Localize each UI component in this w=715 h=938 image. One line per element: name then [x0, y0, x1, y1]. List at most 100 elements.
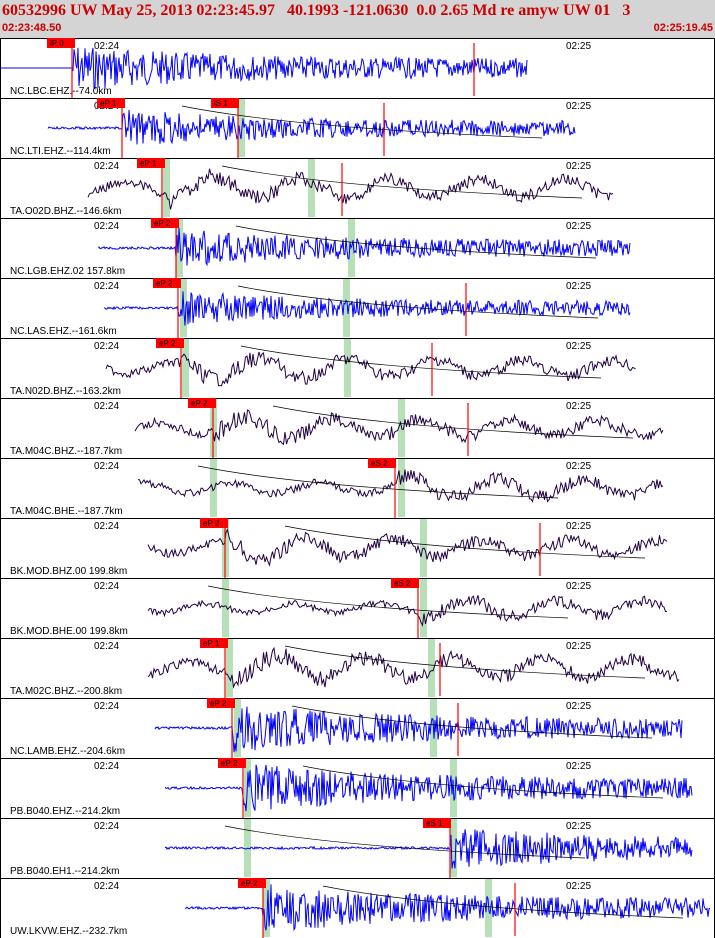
- waveform: [97, 227, 631, 267]
- waveform: [105, 351, 636, 387]
- tick-label-0225: 02:25: [566, 281, 591, 292]
- pick-label-p: eP 2: [210, 699, 227, 708]
- station-label: PB.B040.EHZ.--214.2km: [10, 806, 120, 817]
- station-label: NC.LAS.EHZ.--161.6km: [10, 326, 117, 337]
- tick-label-0225: 02:25: [566, 41, 591, 52]
- tick-label-0224: 02:24: [94, 221, 119, 232]
- tick-label-0224: 02:24: [94, 881, 119, 892]
- station-label: PB.B040.EH1.--214.2km: [10, 866, 120, 877]
- pick-box-p: [47, 38, 75, 48]
- event-title: 60532996 UW May 25, 2013 02:23:45.97 40.…: [2, 2, 631, 19]
- waveform: [87, 168, 614, 210]
- pick-box-p: [137, 158, 165, 168]
- theoretical-curve: [284, 525, 646, 559]
- station-label: TA.N02D.BHZ.--163.2km: [10, 386, 121, 397]
- end-time: 02:25:19.45: [653, 22, 713, 34]
- station-label: UW.LKVW.EHZ.--232.7km: [10, 926, 127, 937]
- trace-panel: 02:24 02:25 eP 2 TA.M04C.BHZ.--187.7km: [0, 398, 715, 459]
- pick-label-s: eS 2: [394, 579, 411, 588]
- start-time: 02:23:48.50: [2, 22, 62, 34]
- trace-panel: 02:24 02:25 eP 1 TA.M02C.BHZ.--200.8km: [0, 638, 715, 699]
- tick-label-0224: 02:24: [94, 401, 119, 412]
- phase-window: [344, 339, 351, 397]
- station-label: TA.M02C.BHZ.--200.8km: [10, 686, 122, 697]
- pick-box-p: [207, 698, 235, 708]
- header-bar: 60532996 UW May 25, 2013 02:23:45.97 40.…: [0, 0, 715, 38]
- tick-label-0224: 02:24: [94, 761, 119, 772]
- phase-window: [210, 459, 217, 517]
- pick-label-s: eS 2: [371, 459, 388, 468]
- station-label: TA.M04C.BHE.--187.7km: [10, 506, 123, 517]
- tick-label-0224: 02:24: [94, 581, 119, 592]
- pick-box-p: [153, 278, 181, 288]
- theoretical-curve: [322, 885, 684, 919]
- trace-panel: 02:24 02:25 eP 2 NC.LAMB.EHZ.--204.6km: [0, 698, 715, 759]
- pick-box-p: [218, 758, 246, 768]
- station-label: BK.MOD.BHZ.00 199.8km: [10, 566, 127, 577]
- theoretical-curve: [291, 705, 653, 739]
- tick-label-0224: 02:24: [94, 341, 119, 352]
- waveform: [103, 291, 631, 326]
- trace-panel: 02:24 02:25 iP 0 NC.LBC.EHZ.--74.0km: [0, 38, 715, 99]
- station-label: TA.O02D.BHZ.--146.6km: [10, 206, 122, 217]
- trace-panel: 02:24 02:25 eP 2 NC.LGB.EHZ.02 157.8km: [0, 218, 715, 279]
- waveform: [147, 646, 680, 689]
- tick-label-0224: 02:24: [94, 41, 119, 52]
- waveform: [154, 706, 683, 753]
- theoretical-curve: [240, 345, 602, 379]
- trace-panel: 02:24 02:25 eS 1 PB.B040.EH1.--214.2km: [0, 818, 715, 879]
- phase-window: [343, 279, 350, 337]
- pick-label-p: eP 1: [203, 639, 220, 648]
- tick-label-0225: 02:25: [566, 401, 591, 412]
- theoretical-curve: [181, 105, 543, 139]
- tick-label-0224: 02:24: [94, 821, 119, 832]
- theoretical-curve: [197, 465, 559, 499]
- tick-label-0225: 02:25: [566, 581, 591, 592]
- pick-box-p: [156, 338, 184, 348]
- theoretical-curve: [207, 585, 569, 619]
- trace-panel: 02:24 02:25 eP 2 TA.N02D.BHZ.--163.2km: [0, 338, 715, 399]
- pick-box-p: [151, 218, 179, 228]
- waveform: [47, 109, 576, 145]
- pick-label-p: eP 2: [191, 399, 208, 408]
- theoretical-curve: [272, 405, 634, 439]
- pick-label-p: eP 2: [241, 879, 258, 888]
- phase-window: [182, 339, 189, 397]
- trace-panel: 02:24 02:25 eP 2 UW.LKVW.EHZ.--232.7km: [0, 878, 715, 938]
- trace-panel: 02:24 02:25 eP 2 PB.B040.EHZ.--214.2km: [0, 758, 715, 819]
- pick-box-p: [200, 518, 228, 528]
- pick-label-s: eS 1: [426, 819, 443, 828]
- waveform: [185, 884, 711, 932]
- waveform: [134, 409, 664, 446]
- tick-label-0224: 02:24: [94, 281, 119, 292]
- tick-label-0225: 02:25: [566, 881, 591, 892]
- station-label: NC.LTI.EHZ.--114.4km: [10, 146, 111, 157]
- pick-box-p: [97, 98, 125, 108]
- pick-label-p: eP 2: [156, 279, 173, 288]
- tick-label-0225: 02:25: [566, 761, 591, 772]
- station-label: BK.MOD.BHE.00 199.8km: [10, 626, 128, 637]
- tick-label-0225: 02:25: [566, 641, 591, 652]
- trace-panel: 02:24 02:25 eS 2 TA.M04C.BHE.--187.7km: [0, 458, 715, 519]
- pick-label-p: eP 2: [154, 219, 171, 228]
- pick-box-p: [200, 638, 228, 648]
- theoretical-curve: [224, 825, 586, 859]
- pick-box-s: [423, 818, 451, 828]
- phase-window: [176, 219, 183, 277]
- phase-window: [226, 639, 233, 697]
- phase-window: [398, 459, 405, 517]
- phase-window: [163, 159, 170, 217]
- theoretical-curve: [302, 765, 664, 799]
- tick-label-0225: 02:25: [566, 821, 591, 832]
- tick-label-0224: 02:24: [94, 521, 119, 532]
- tick-label-0225: 02:25: [566, 701, 591, 712]
- waveform: [0, 47, 528, 91]
- phase-window: [428, 639, 435, 697]
- pick-box-p: [238, 878, 266, 888]
- pick-box-s: [211, 98, 239, 108]
- theoretical-curve: [235, 225, 597, 259]
- station-label: NC.LGB.EHZ.02 157.8km: [10, 266, 125, 277]
- theoretical-curve: [221, 165, 583, 199]
